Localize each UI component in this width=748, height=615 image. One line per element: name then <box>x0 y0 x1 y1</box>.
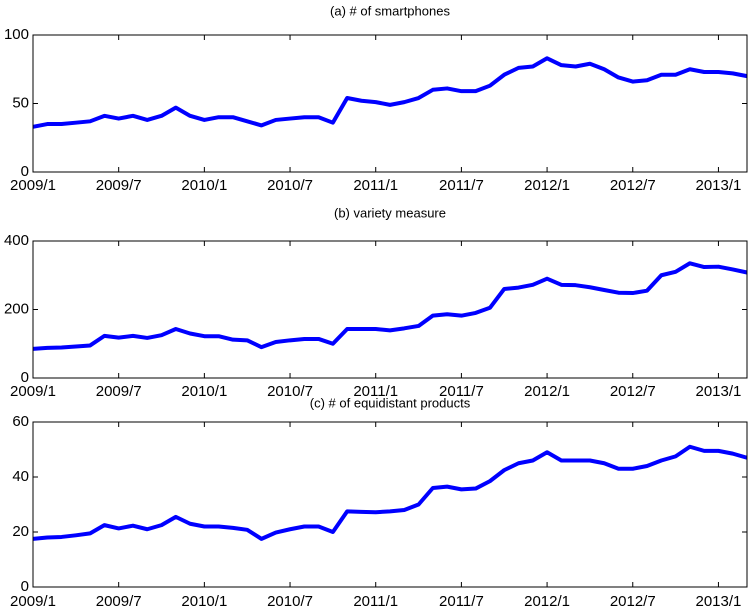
x-tick-label: 2011/1 <box>353 383 398 400</box>
x-tick-label: 2009/1 <box>10 177 56 194</box>
x-tick-label: 2010/1 <box>181 383 227 400</box>
y-tick-label: 0 <box>21 369 29 386</box>
y-tick-label: 40 <box>12 468 29 485</box>
x-tick-label: 2010/1 <box>181 177 227 194</box>
x-tick-label: 2009/7 <box>96 177 142 194</box>
x-tick-label: 2012/7 <box>610 593 656 610</box>
chart-title: (b) variety measure <box>334 205 446 220</box>
x-tick-label: 2011/7 <box>439 177 484 194</box>
y-tick-label: 0 <box>21 163 29 180</box>
plot-frame <box>32 34 748 173</box>
x-tick-label: 2013/1 <box>695 177 741 194</box>
x-tick-label: 2010/7 <box>267 177 313 194</box>
x-tick-label: 2011/7 <box>439 383 484 400</box>
x-tick-label: 2009/1 <box>10 593 56 610</box>
x-tick-label: 2012/1 <box>524 383 570 400</box>
x-tick-label: 2012/7 <box>610 177 656 194</box>
y-tick-label: 60 <box>12 413 29 430</box>
y-tick-label: 20 <box>12 523 29 540</box>
x-tick-label: 2013/1 <box>695 593 741 610</box>
x-tick-label: 2010/7 <box>267 383 313 400</box>
data-line <box>32 56 748 129</box>
x-tick-label: 2012/1 <box>524 593 570 610</box>
y-tick-label: 200 <box>4 300 29 317</box>
y-tick-label: 100 <box>4 26 29 43</box>
x-tick-label: 2012/7 <box>610 383 656 400</box>
x-tick-label: 2011/1 <box>353 593 398 610</box>
plot-frame <box>32 421 748 588</box>
data-line <box>32 444 748 541</box>
chart-title: (c) # of equidistant products <box>310 395 471 410</box>
x-tick-label: 2011/7 <box>439 593 484 610</box>
data-line <box>32 261 748 351</box>
x-tick-label: 2011/1 <box>353 177 398 194</box>
y-tick-label: 50 <box>12 94 29 111</box>
x-tick-label: 2010/7 <box>267 593 313 610</box>
plot-frame <box>32 240 748 379</box>
x-tick-label: 2010/1 <box>181 593 227 610</box>
x-tick-label: 2009/1 <box>10 383 56 400</box>
x-tick-label: 2012/1 <box>524 177 570 194</box>
y-tick-label: 400 <box>4 232 29 249</box>
chart-title: (a) # of smartphones <box>330 3 450 18</box>
x-tick-label: 2013/1 <box>695 383 741 400</box>
x-tick-label: 2009/7 <box>96 383 142 400</box>
x-tick-label: 2009/7 <box>96 593 142 610</box>
y-tick-label: 0 <box>21 578 29 595</box>
